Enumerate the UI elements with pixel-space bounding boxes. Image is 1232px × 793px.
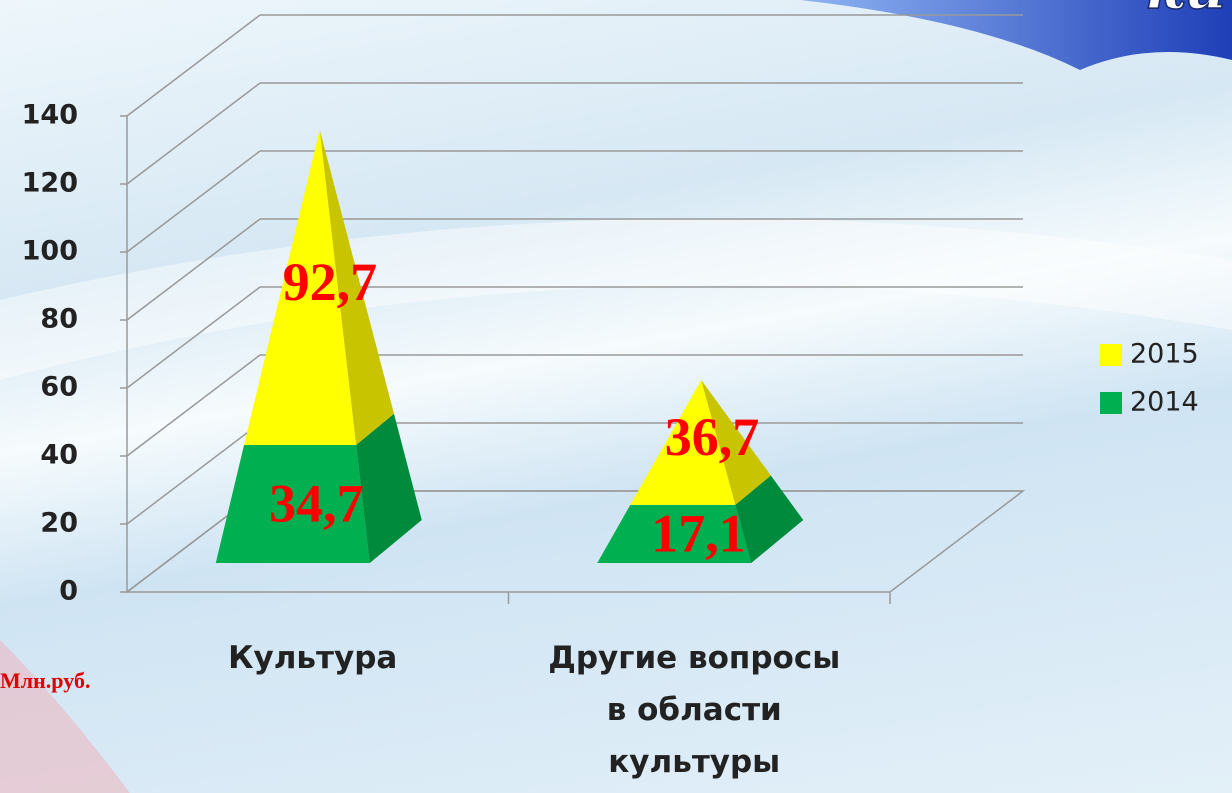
grid-line xyxy=(126,14,261,117)
pyramid-segment xyxy=(597,504,752,563)
pyramid-segment-side xyxy=(319,129,394,446)
y-tick-label: 40 xyxy=(40,440,78,471)
legend-swatch xyxy=(1100,344,1122,366)
y-tick-label: 80 xyxy=(40,304,78,335)
y-axis-label: Млн.руб. xyxy=(0,668,90,693)
pyramid-segment-side xyxy=(735,475,804,563)
grid-line xyxy=(126,354,261,457)
y-tick-label: 60 xyxy=(40,372,78,403)
decor xyxy=(0,640,130,793)
legend-label: 2014 xyxy=(1130,387,1199,418)
pyramid-segment-side xyxy=(701,380,771,505)
value-label: 34,7 xyxy=(269,473,364,533)
y-tick-label: 0 xyxy=(59,576,78,607)
value-label: 36,7 xyxy=(665,407,760,467)
pyramid-segment xyxy=(630,380,736,505)
y-tick-label: 120 xyxy=(22,168,78,199)
grid-line xyxy=(126,150,261,253)
value-label: 17,1 xyxy=(651,503,746,563)
legend-label: 2015 xyxy=(1130,339,1199,370)
legend-swatch xyxy=(1100,392,1122,414)
grid-line xyxy=(126,422,261,525)
y-tick-label: 140 xyxy=(22,100,78,131)
grid-line xyxy=(126,218,261,321)
pyramid-segment xyxy=(215,445,370,563)
pyramid-segment-side xyxy=(356,413,422,563)
grid-line xyxy=(126,82,261,185)
title: ки xyxy=(1145,0,1226,22)
value-label: 92,7 xyxy=(283,252,378,312)
banner xyxy=(800,0,1232,70)
pyramid-segment xyxy=(244,129,357,446)
y-tick-label: 20 xyxy=(40,508,78,539)
y-tick-label: 100 xyxy=(22,236,78,267)
x-tick-label: Культура xyxy=(228,640,398,676)
grid-line xyxy=(126,286,261,389)
x-tick-label: Другие вопросы в области культуры xyxy=(548,640,841,780)
